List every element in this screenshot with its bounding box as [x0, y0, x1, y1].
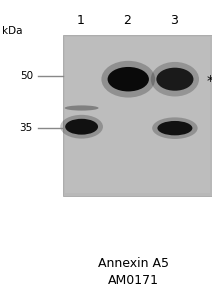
Text: 50: 50 [20, 71, 33, 81]
Text: 1: 1 [77, 14, 85, 27]
Text: Annexin A5
AM0171: Annexin A5 AM0171 [98, 257, 169, 287]
Ellipse shape [151, 62, 199, 96]
Text: kDa: kDa [2, 26, 23, 36]
Ellipse shape [65, 119, 98, 134]
Text: *: * [207, 74, 212, 88]
Ellipse shape [65, 105, 99, 111]
Ellipse shape [60, 115, 103, 139]
Text: 2: 2 [123, 14, 131, 27]
Text: 35: 35 [20, 123, 33, 133]
Ellipse shape [156, 68, 193, 91]
Ellipse shape [152, 118, 198, 139]
Text: 3: 3 [170, 14, 178, 27]
Ellipse shape [107, 67, 149, 92]
Bar [65, 37, 210, 193]
Ellipse shape [101, 61, 155, 98]
Bar [63, 35, 212, 196]
Ellipse shape [157, 121, 192, 135]
